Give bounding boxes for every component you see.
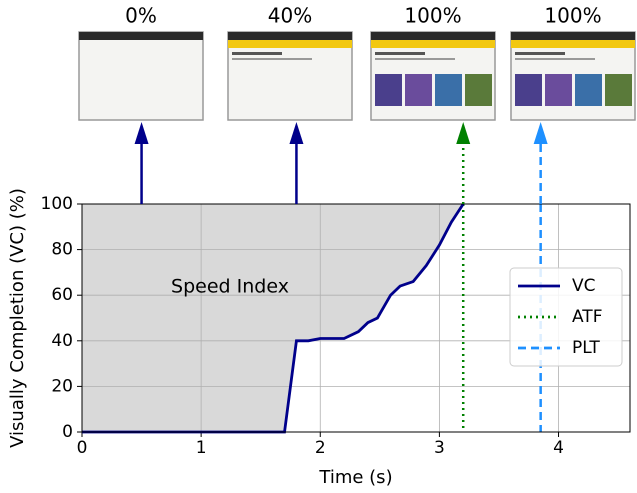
- legend-label: ATF: [572, 307, 602, 327]
- frame-arrow-head: [533, 122, 548, 144]
- thumbnail-text: [375, 58, 455, 60]
- x-tick-label: 4: [553, 438, 564, 458]
- x-tick-label: 3: [434, 438, 445, 458]
- y-tick-label: 80: [51, 240, 73, 260]
- thumbnail: [227, 31, 353, 121]
- speed-index-area: [82, 204, 464, 432]
- y-tick-label: 40: [51, 331, 73, 351]
- y-tick-label: 0: [62, 422, 73, 442]
- frame-arrow-head: [456, 122, 471, 144]
- thumbnail-text: [232, 52, 282, 55]
- thumbnail-image: [515, 74, 542, 106]
- y-tick-label: 60: [51, 285, 73, 305]
- legend-box: [509, 267, 623, 367]
- thumbnail-text: [515, 52, 565, 55]
- frame-label: 0%: [125, 4, 157, 28]
- thumbnail: [510, 31, 636, 121]
- thumbnail-text: [232, 58, 312, 60]
- x-axis-label: Time (s): [318, 467, 392, 488]
- thumbnail-image: [575, 74, 602, 106]
- thumbnail-browser-bar: [79, 32, 203, 40]
- thumbnail: [370, 31, 496, 121]
- thumbnail-header: [371, 40, 495, 48]
- x-tick-label: 2: [315, 438, 326, 458]
- thumbnail-image: [405, 74, 432, 106]
- legend-label: PLT: [572, 338, 600, 358]
- thumbnail-image: [435, 74, 462, 106]
- thumbnail-image: [465, 74, 492, 106]
- x-tick-label: 1: [196, 438, 207, 458]
- thumbnail-header: [228, 40, 352, 48]
- frame-label: 40%: [268, 4, 312, 28]
- legend: VC ATF PLT: [509, 267, 623, 367]
- thumbnail-image: [545, 74, 572, 106]
- y-tick-label: 100: [41, 194, 73, 214]
- y-axis-label: Visually Completion (VC) (%): [7, 188, 28, 448]
- thumbnail-text: [375, 52, 425, 55]
- frame-label: 100%: [404, 4, 461, 28]
- thumbnail-image: [605, 74, 632, 106]
- thumbnail-image: [375, 74, 402, 106]
- thumbnail-browser-bar: [228, 32, 352, 40]
- frame-label: 100%: [544, 4, 601, 28]
- plot-frame: [81, 203, 631, 433]
- thumbnail-border: [78, 31, 204, 121]
- thumbnail: [78, 31, 204, 121]
- thumbnail-browser-bar: [511, 32, 635, 40]
- thumbnail-header: [511, 40, 635, 48]
- frame-arrow-head: [289, 122, 304, 144]
- y-tick-label: 20: [51, 376, 73, 396]
- frame-arrow-head: [134, 122, 149, 144]
- legend-label: VC: [572, 276, 596, 296]
- annotation: Speed Index: [171, 276, 289, 298]
- vc-line: [82, 203, 465, 434]
- thumbnail-browser-bar: [371, 32, 495, 40]
- thumbnail-text: [515, 58, 595, 60]
- x-tick-label: 0: [77, 438, 88, 458]
